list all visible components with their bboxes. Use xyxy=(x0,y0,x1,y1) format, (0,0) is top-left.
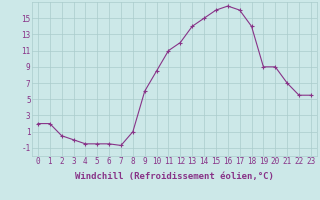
X-axis label: Windchill (Refroidissement éolien,°C): Windchill (Refroidissement éolien,°C) xyxy=(75,172,274,181)
